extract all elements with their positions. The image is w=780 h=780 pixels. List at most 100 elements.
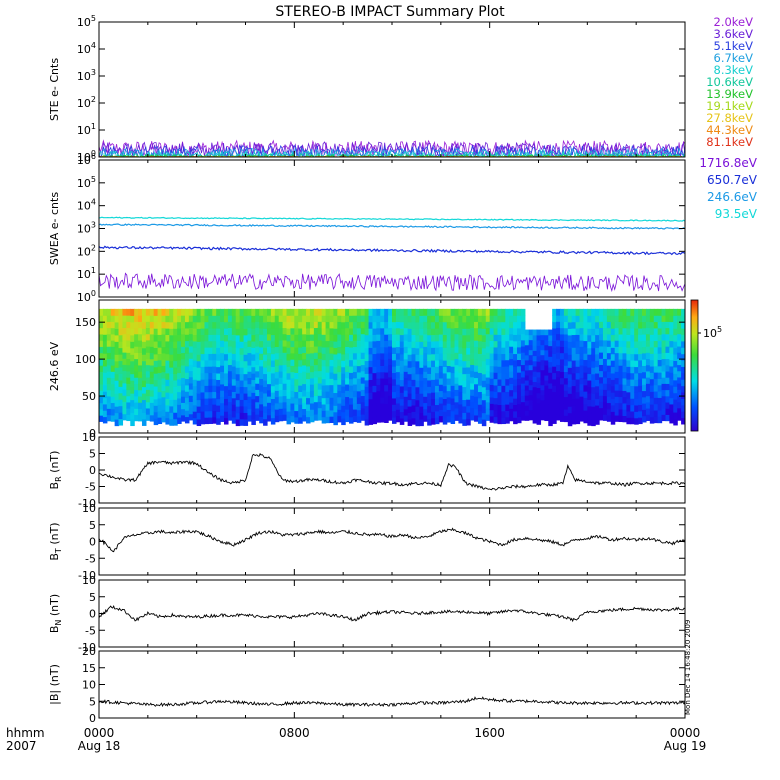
y-tick-label: 150 — [75, 316, 96, 329]
y-tick-label: 101 — [77, 266, 96, 281]
y-tick-label: 5 — [89, 519, 96, 532]
series-1716.8eV — [99, 272, 685, 293]
y-axis-label-bn: BN (nT) — [48, 594, 63, 633]
y-tick-label: 0 — [89, 712, 96, 725]
legend-entry: 27.8keV — [706, 111, 753, 125]
y-tick-label: 15 — [82, 662, 96, 675]
y-tick-label: 103 — [77, 68, 96, 83]
panel-br-content — [99, 452, 685, 491]
panel-bn-content — [99, 604, 685, 623]
legend-entry: 3.6keV — [714, 27, 754, 41]
series-650.7eV — [99, 245, 685, 256]
y-tick-label: 100 — [75, 353, 96, 366]
x-tick-label: 1600 — [474, 726, 505, 740]
panel-pad-content — [99, 308, 685, 427]
colorbar-label: 105 — [703, 325, 722, 340]
y-axis-label-br: BR (nT) — [48, 451, 63, 490]
legend-entry: 2.0keV — [714, 15, 754, 29]
x-tick-label: 0000 — [670, 726, 701, 740]
colorbar: 105 — [690, 299, 722, 432]
legend-entry: 19.1keV — [706, 99, 753, 113]
x-corner-unit: hhmm — [6, 726, 45, 740]
panel-ste: 100 101 102 103 104 105 STE e- Cnts — [48, 14, 686, 164]
y-ticks-bt: -10 -5 0 5 10 — [78, 502, 685, 582]
y-tick-label: 104 — [77, 198, 96, 213]
y-axis-label-pad: 246.6 eV — [48, 341, 61, 391]
x-tick-label: 0000 — [84, 726, 115, 740]
y-tick-label: 101 — [77, 122, 96, 137]
y-tick-label: 10 — [82, 679, 96, 692]
legend-entry: 6.7keV — [714, 51, 754, 65]
y-tick-label: -5 — [85, 481, 96, 494]
y-tick-label: 0 — [89, 427, 96, 440]
x-tick-date: Aug 18 — [78, 739, 121, 753]
panel-swea-content — [99, 216, 685, 293]
plot-title: STEREO-B IMPACT Summary Plot — [275, 4, 505, 20]
legend-entry: 8.3keV — [714, 63, 754, 77]
series-93.5eV — [99, 216, 685, 222]
y-tick-label: 10 — [82, 431, 96, 444]
legend-entry: 81.1keV — [706, 135, 753, 149]
timestamp: Mon Dec 14 16:48:20 2009 — [684, 620, 692, 715]
legend-entry: 1716.8eV — [699, 156, 757, 170]
y-tick-label: 20 — [82, 645, 96, 658]
legend-ste: 2.0keV3.6keV5.1keV6.7keV8.3keV10.6keV13.… — [706, 15, 753, 149]
legend-entry: 650.7eV — [707, 173, 758, 187]
y-tick-label: 0 — [89, 608, 96, 621]
y-tick-label: 10 — [82, 502, 96, 515]
x-tick-label: 0800 — [279, 726, 310, 740]
panel-bmag-content — [99, 696, 685, 708]
series-bmag — [99, 696, 685, 708]
y-ticks-br: -10 -5 0 5 10 — [78, 431, 685, 510]
y-tick-label: 50 — [82, 390, 96, 403]
y-tick-label: -10 — [78, 569, 96, 582]
legend-entry: 5.1keV — [714, 39, 754, 53]
y-axis-label-bt: BT (nT) — [48, 522, 63, 560]
y-tick-label: 103 — [77, 221, 96, 236]
y-tick-label: 5 — [89, 591, 96, 604]
y-tick-label: 104 — [77, 41, 96, 56]
x-tick-date: Aug 19 — [664, 739, 707, 753]
y-tick-label: -10 — [78, 497, 96, 510]
y-ticks-bn: -10 -5 0 5 10 — [78, 574, 685, 654]
y-tick-label: 102 — [77, 243, 96, 258]
y-ticks-pad: 0 50 100 150 — [75, 316, 685, 440]
y-tick-label: 5 — [89, 448, 96, 461]
panel-bn: -10 -5 0 5 10 BN (nT) — [48, 574, 686, 654]
panel-br: -10 -5 0 5 10 BR (nT) — [48, 431, 686, 510]
y-tick-label: 100 — [77, 289, 96, 304]
y-tick-label: 0 — [89, 464, 96, 477]
y-axis-label-ste: STE e- Cnts — [48, 58, 61, 121]
y-tick-label: 100 — [77, 149, 96, 164]
legend-entry: 246.6eV — [707, 190, 758, 204]
y-tick-label: -5 — [85, 552, 96, 565]
legend-entry: 93.5eV — [715, 207, 758, 221]
panel-bmag: 0 5 10 15 20 |B| (nT) — [48, 645, 686, 725]
y-ticks-bmag: 0 5 10 15 20 — [82, 645, 685, 725]
y-axis-label-bmag: |B| (nT) — [48, 664, 61, 705]
y-tick-label: 5 — [89, 695, 96, 708]
series-bt — [99, 527, 685, 553]
x-corner-year: 2007 — [6, 739, 37, 753]
legend-entry: 44.3keV — [706, 123, 753, 137]
legend-entry: 10.6keV — [706, 75, 753, 89]
y-tick-label: 105 — [77, 175, 96, 190]
legend-entry: 13.9keV — [706, 87, 753, 101]
series-bn — [99, 604, 685, 623]
y-axis-label-swea: SWEA e- cnts — [48, 192, 61, 265]
y-tick-label: 0 — [89, 536, 96, 549]
series-br — [99, 452, 685, 491]
y-tick-label: 105 — [77, 14, 96, 29]
y-tick-label: -5 — [85, 624, 96, 637]
panel-bt-content — [99, 527, 685, 553]
y-ticks-swea: 100 101 102 103 104 105 106 — [77, 152, 685, 304]
series-246.6eV — [99, 223, 685, 230]
legend-swea: 1716.8eV 650.7eV 246.6eV 93.5eV — [699, 156, 757, 221]
y-ticks-ste: 100 101 102 103 104 105 — [77, 14, 685, 164]
y-tick-label: -10 — [78, 641, 96, 654]
panel-bt: -10 -5 0 5 10 BT (nT) — [48, 502, 686, 582]
y-tick-label: 102 — [77, 95, 96, 110]
